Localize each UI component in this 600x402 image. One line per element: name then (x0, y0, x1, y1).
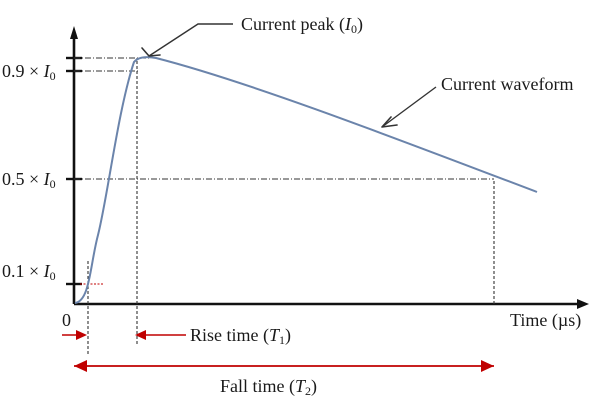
svg-text:0.9 × I0: 0.9 × I0 (2, 61, 56, 83)
svg-text:0.1 × I0: 0.1 × I0 (2, 261, 56, 283)
svg-text:Time (µs): Time (µs) (510, 310, 581, 331)
svg-text:0: 0 (62, 310, 71, 330)
svg-text:Fall time (T2): Fall time (T2) (220, 376, 317, 398)
svg-text:Current waveform: Current waveform (441, 74, 573, 94)
svg-text:0.5 × I0: 0.5 × I0 (2, 169, 56, 191)
svg-text:Rise time (T1): Rise time (T1) (190, 325, 291, 347)
svg-text:Current peak (I0): Current peak (I0) (241, 14, 363, 36)
